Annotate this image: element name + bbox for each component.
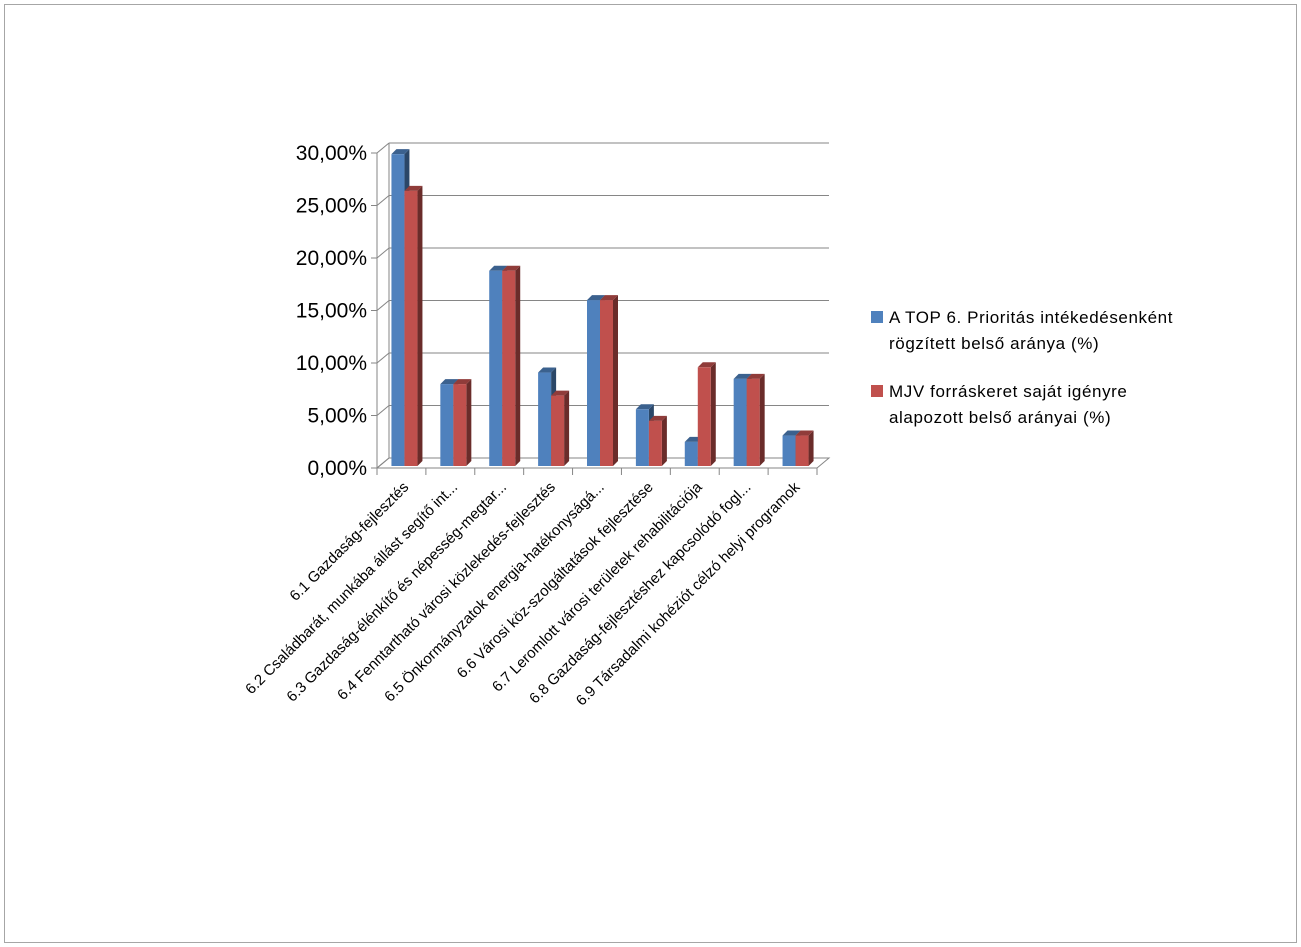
bar-top bbox=[635, 404, 654, 410]
legend-swatch-red bbox=[871, 385, 883, 397]
bar-series-2 bbox=[502, 270, 516, 466]
gridline-side bbox=[376, 300, 390, 311]
bar-top bbox=[600, 295, 618, 301]
bar-series-1 bbox=[684, 441, 698, 466]
bar-series-1 bbox=[587, 300, 600, 466]
bar-top bbox=[746, 373, 765, 379]
bar-series-1 bbox=[440, 384, 454, 466]
bar-series-2 bbox=[600, 300, 613, 466]
bar-top bbox=[648, 415, 667, 421]
legend-label-2-line-2: alapozott belső arányai (%) bbox=[889, 408, 1112, 427]
gridline-side bbox=[376, 195, 390, 206]
legend: A TOP 6. Prioritás intékedésenként rögzí… bbox=[871, 305, 1291, 453]
bar-series-1 bbox=[391, 154, 405, 466]
bar-series-2 bbox=[404, 190, 418, 466]
legend-label-2-line-1: MJV forráskeret saját igényre bbox=[889, 382, 1128, 401]
legend-item-series-2: MJV forráskeret saját igényre alapozott … bbox=[871, 379, 1291, 431]
bar-top bbox=[453, 379, 472, 385]
y-tick-label: 15,00% bbox=[296, 300, 367, 323]
bar-side bbox=[417, 185, 423, 466]
bar-series-2 bbox=[648, 420, 662, 466]
bar-side bbox=[613, 295, 618, 466]
bar-side bbox=[661, 415, 667, 466]
bar-series-2 bbox=[795, 435, 809, 466]
bar-series-1 bbox=[782, 435, 796, 466]
gridline-side bbox=[376, 352, 390, 364]
legend-item-series-1: A TOP 6. Prioritás intékedésenként rögzí… bbox=[871, 305, 1291, 357]
bar-side bbox=[759, 373, 765, 466]
legend-label-1-line-1: A TOP 6. Prioritás intékedésenként bbox=[889, 308, 1174, 327]
bar-series-1 bbox=[635, 409, 649, 466]
y-tick-label: 10,00% bbox=[296, 352, 367, 375]
bar-top bbox=[391, 149, 410, 155]
legend-swatch-blue bbox=[871, 311, 883, 323]
bar-top bbox=[502, 265, 521, 271]
gridline-side bbox=[376, 405, 390, 416]
bar-top bbox=[538, 367, 557, 373]
gridline-side bbox=[376, 142, 390, 154]
bar-chart: 0,00% 5,00% 10,00% 15,00% 20,00% 25,00% 30,00%… bbox=[242, 142, 831, 709]
bar-series-1 bbox=[489, 270, 503, 466]
y-tick-label: 20,00% bbox=[296, 247, 367, 270]
bar-side bbox=[515, 265, 521, 466]
x-category-label: 6.9 Társadalmi kohéziót célzó helyi prog… bbox=[573, 478, 804, 709]
y-tick-label: 25,00% bbox=[296, 195, 367, 218]
y-tick-label: 30,00% bbox=[296, 142, 367, 165]
bar-top bbox=[587, 295, 605, 301]
bar-side bbox=[710, 362, 716, 466]
bar-top bbox=[733, 373, 752, 379]
bar-top bbox=[489, 265, 508, 271]
bar-series-2 bbox=[551, 395, 565, 466]
bar-top bbox=[404, 185, 423, 191]
bar-series-2 bbox=[746, 378, 760, 466]
bar-top bbox=[782, 430, 801, 436]
y-tick-label: 0,00% bbox=[307, 457, 367, 480]
bar-side bbox=[466, 379, 472, 466]
chart-frame: 0,00% 5,00% 10,00% 15,00% 20,00% 25,00% 30,00%… bbox=[4, 4, 1297, 943]
bar-top bbox=[440, 379, 459, 385]
bar-series-1 bbox=[538, 372, 552, 466]
bar-side bbox=[564, 390, 570, 466]
bar-top bbox=[795, 430, 814, 436]
bar-top bbox=[551, 390, 570, 396]
legend-label-1-line-2: rögzített belső aránya (%) bbox=[889, 334, 1100, 353]
bar-series-2 bbox=[697, 367, 711, 466]
bar-series-2 bbox=[453, 384, 467, 466]
gridline-side bbox=[376, 247, 390, 259]
y-tick-label: 5,00% bbox=[307, 405, 367, 428]
bar-top bbox=[697, 362, 716, 368]
bar-side bbox=[808, 430, 814, 466]
bar-series-1 bbox=[733, 378, 747, 466]
